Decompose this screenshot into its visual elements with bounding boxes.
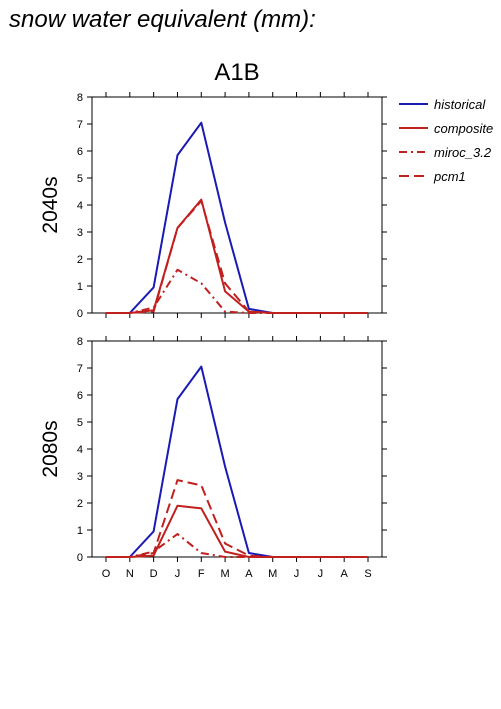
y-tick-label: 0 <box>77 552 83 564</box>
legend-label: composite <box>434 121 493 136</box>
legend-item-historical: historical <box>399 97 486 112</box>
x-tick-label: J <box>175 568 181 580</box>
x-tick-label: M <box>268 568 277 580</box>
series-line-pcm1 <box>106 199 368 314</box>
y-tick-label: 8 <box>77 92 83 104</box>
legend-item-pcm1: pcm1 <box>399 169 466 184</box>
y-tick-label: 6 <box>77 390 83 402</box>
chart-panels: A1B 2040s 0 1 2 3 4 5 6 7 8 2080s 0 1 2 3 4 5 6 7 8 O N D J F M A M J… <box>39 59 387 580</box>
y-axis-label: 2080s <box>39 420 62 477</box>
plot-frame <box>91 340 383 558</box>
y-tick-label: 6 <box>77 146 83 158</box>
y-tick-label: 3 <box>77 227 83 239</box>
plot-frame <box>91 96 383 314</box>
legend: historical composite miroc_3.2 pcm1 <box>399 97 493 184</box>
chart-panel-1: A1B 2040s 0 1 2 3 4 5 6 7 8 <box>39 59 387 320</box>
x-tick-label: M <box>221 568 230 580</box>
y-tick-label: 2 <box>77 254 83 266</box>
legend-item-miroc-3-2: miroc_3.2 <box>399 145 492 160</box>
y-tick-label: 1 <box>77 525 83 537</box>
legend-label: historical <box>434 97 486 112</box>
y-tick-label: 0 <box>77 308 83 320</box>
series-line-pcm1 <box>106 479 368 558</box>
legend-label: miroc_3.2 <box>434 145 492 160</box>
x-tick-label: J <box>294 568 300 580</box>
y-tick-label: 7 <box>77 363 83 375</box>
chart-panel-2: 2080s 0 1 2 3 4 5 6 7 8 O N D J F M A M J J A S <box>39 336 387 580</box>
legend-label: pcm1 <box>433 169 466 184</box>
y-tick-label: 1 <box>77 281 83 293</box>
series-line-historical <box>106 121 368 314</box>
x-tick-label: F <box>198 568 205 580</box>
x-tick-label: J <box>318 568 324 580</box>
x-tick-label: O <box>102 568 111 580</box>
x-tick-label: A <box>341 568 349 580</box>
y-tick-label: 2 <box>77 498 83 510</box>
y-tick-label: 5 <box>77 173 83 185</box>
series-line-historical <box>106 365 368 558</box>
x-tick-label: D <box>150 568 158 580</box>
legend-item-composite: composite <box>399 121 493 136</box>
series-line-miroc-3-2 <box>106 268 368 314</box>
page-title: snow water equivalent (mm): <box>9 6 316 33</box>
series-line-composite <box>106 504 368 558</box>
panel-title: A1B <box>214 59 259 86</box>
y-tick-label: 8 <box>77 336 83 348</box>
x-tick-label: N <box>126 568 134 580</box>
x-tick-label: S <box>364 568 371 580</box>
y-tick-label: 7 <box>77 119 83 131</box>
y-tick-label: 3 <box>77 471 83 483</box>
y-tick-label: 4 <box>77 444 83 456</box>
series-line-miroc-3-2 <box>106 533 368 558</box>
y-axis-label: 2040s <box>39 176 62 233</box>
y-tick-label: 5 <box>77 417 83 429</box>
y-tick-label: 4 <box>77 200 83 212</box>
x-tick-label: A <box>245 568 253 580</box>
